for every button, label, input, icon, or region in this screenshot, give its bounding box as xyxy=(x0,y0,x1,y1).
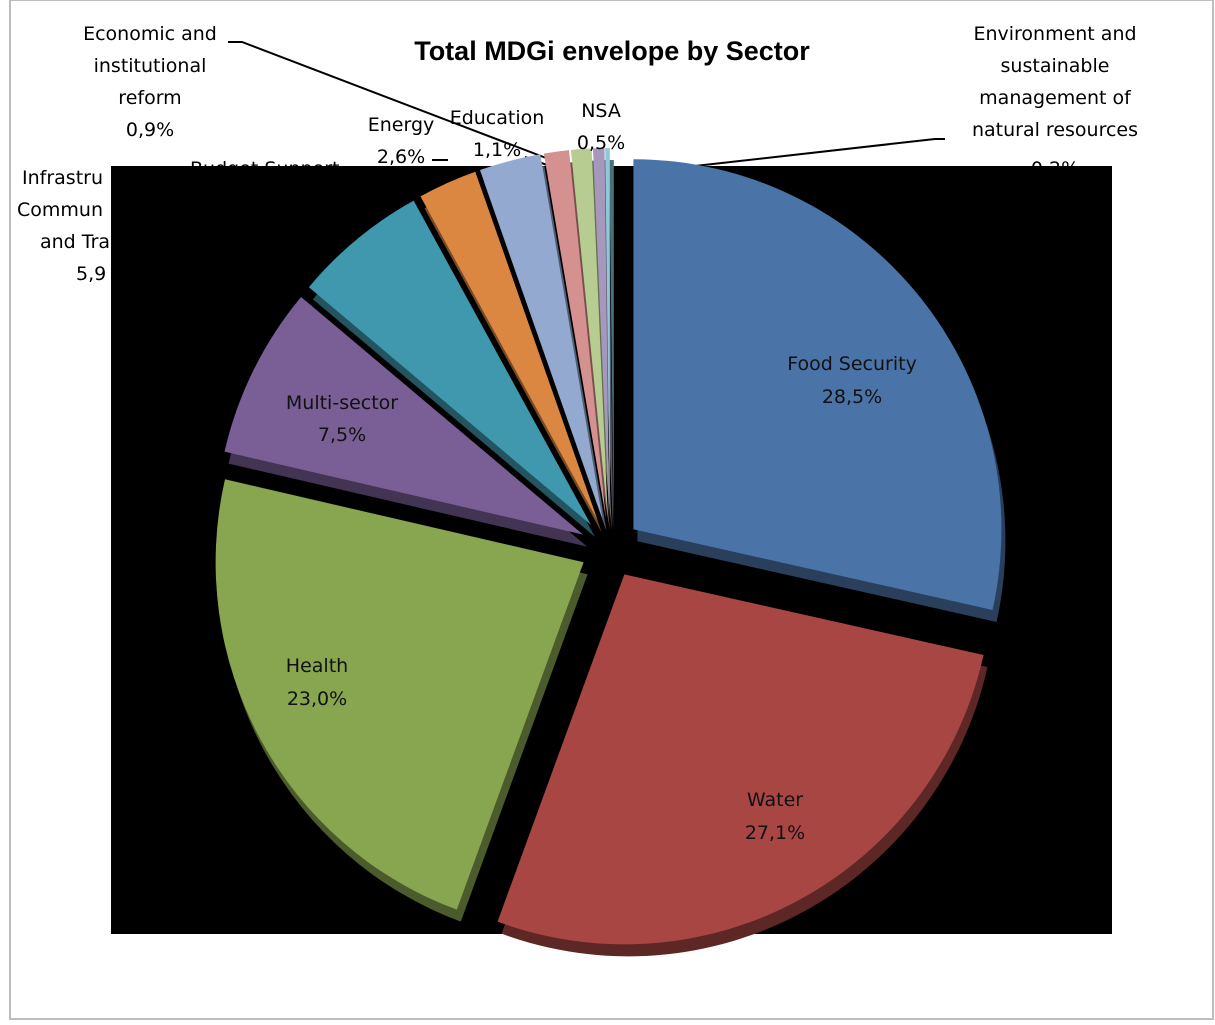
slice-labels: Food Security 28,5% Water 27,1% Health 2… xyxy=(286,353,917,844)
label-food-security-name: Food Security xyxy=(787,353,917,375)
label-infrastructure-line3: and Tra xyxy=(40,231,110,253)
label-education-value: 1,1% xyxy=(473,139,521,161)
pie-slices xyxy=(215,148,1006,957)
label-economic-line1: Economic and xyxy=(83,23,217,45)
label-nsa-value: 0,5% xyxy=(577,132,625,154)
pie-slice-health xyxy=(215,479,584,910)
pie-slice-food-security xyxy=(633,159,1002,610)
label-nsa-name: NSA xyxy=(581,100,621,122)
label-energy-value: 2,6% xyxy=(377,146,425,168)
pie-slice-nsa xyxy=(592,148,610,519)
pie-slice-budget-support xyxy=(479,154,603,519)
label-environment-line3: management of xyxy=(979,87,1132,109)
pie-slice-infrastructure-communication-and-transport xyxy=(308,200,591,525)
label-infrastructure-value: 5,9 xyxy=(76,263,106,285)
pie-slice-economic-and-institutional-reform xyxy=(570,148,608,519)
label-food-security-value: 28,5% xyxy=(822,386,882,408)
label-economic-line2: institutional xyxy=(94,55,207,77)
label-health-value: 23,0% xyxy=(287,688,347,710)
leader-environment xyxy=(694,138,945,167)
outer-labels: Economic and institutional reform 0,9% E… xyxy=(83,23,1138,168)
label-economic-line3: reform xyxy=(118,87,181,109)
pie-slice-environment-and-sustainable-management-of-natural-resources xyxy=(605,148,610,519)
label-economic-value: 0,9% xyxy=(126,119,174,141)
label-environment-line4: natural resources xyxy=(972,119,1138,141)
pie-slice-multi-sector xyxy=(224,297,584,535)
pie-slice-water xyxy=(497,574,984,945)
label-education-name: Education xyxy=(450,107,545,129)
label-environment-line2: sustainable xyxy=(1001,55,1110,77)
label-multi-sector-value: 7,5% xyxy=(318,424,366,446)
label-energy-name: Energy xyxy=(368,114,435,136)
leader-economic xyxy=(228,41,568,167)
label-water-name: Water xyxy=(747,789,803,811)
pie-slice-energy xyxy=(420,171,598,521)
pie-slice-depth-environment-and-sustainable-management-of-natural-resources xyxy=(609,160,614,531)
label-multi-sector-name: Multi-sector xyxy=(286,392,398,414)
label-environment-line1: Environment and xyxy=(973,23,1136,45)
label-infrastructure-line1: Infrastru xyxy=(22,167,103,189)
pie-slice-education xyxy=(543,150,606,519)
chart-title: Total MDGi envelope by Sector xyxy=(414,36,810,66)
label-infrastructure-line2: Commun xyxy=(17,199,103,221)
label-health-name: Health xyxy=(286,655,348,677)
label-water-value: 27,1% xyxy=(745,822,805,844)
